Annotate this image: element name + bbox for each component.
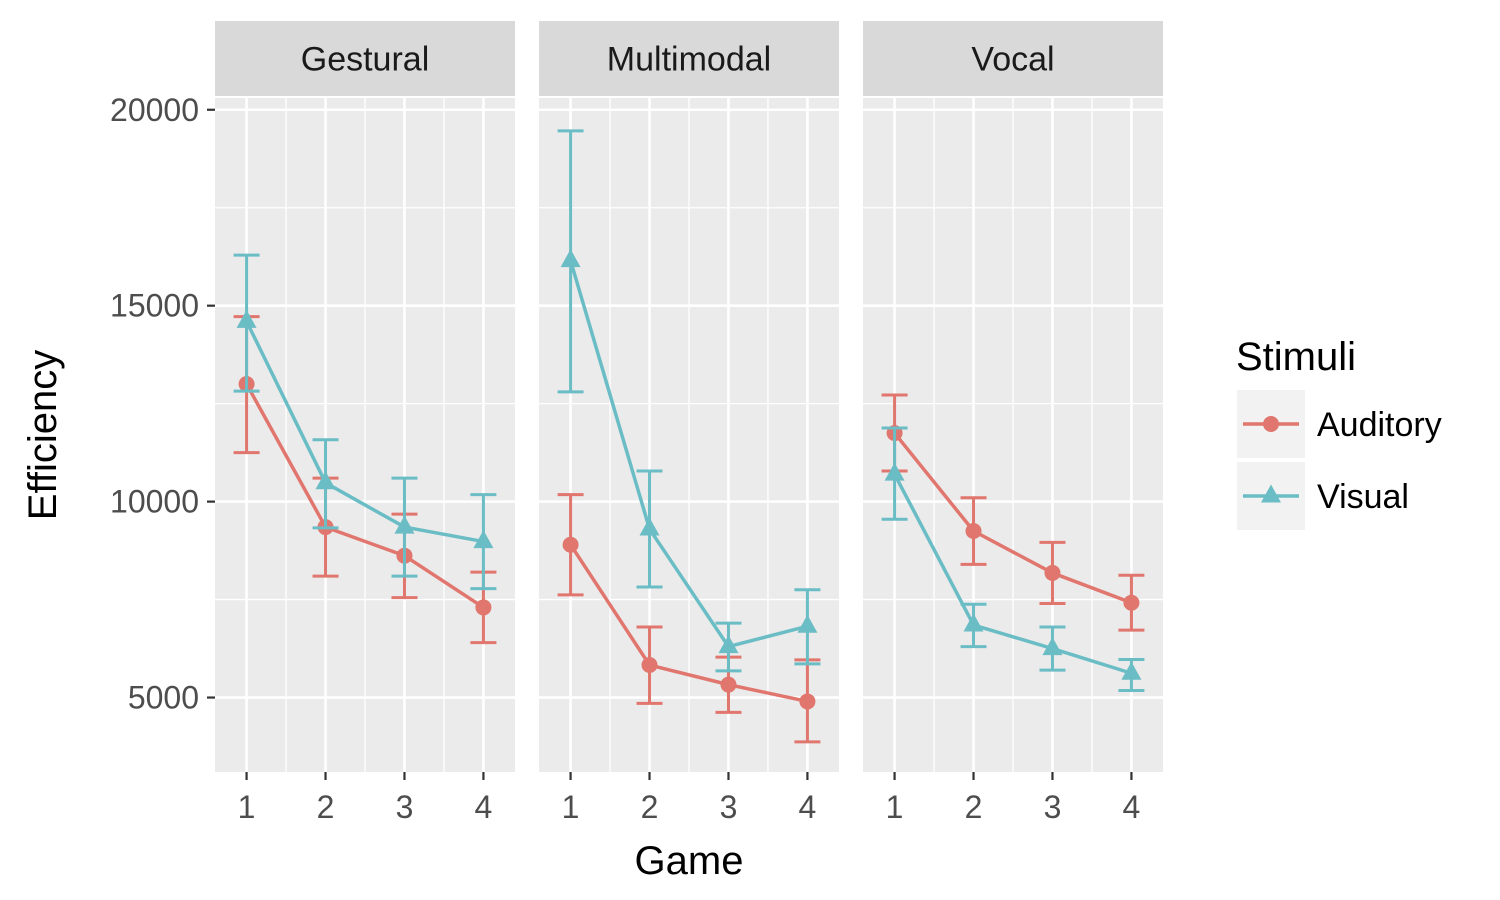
data-point: [1121, 661, 1142, 680]
x-tick-label: 1: [886, 789, 904, 825]
series-line: [245, 383, 485, 609]
facet-strip: [215, 21, 515, 96]
y-tick-label: 20000: [110, 92, 199, 128]
facet-strip: [863, 21, 1163, 96]
data-point: [315, 471, 336, 490]
data-point: [965, 523, 982, 540]
x-tick-label: 4: [799, 789, 817, 825]
x-tick-label: 4: [475, 789, 493, 825]
y-tick-label: 15000: [110, 288, 199, 324]
data-point: [718, 635, 739, 654]
y-tick-label: 10000: [110, 484, 199, 520]
series-line: [569, 543, 808, 704]
legend-label: Visual: [1317, 478, 1409, 516]
x-tick-label: 1: [238, 789, 256, 825]
x-tick-label: 2: [317, 789, 335, 825]
data-point: [475, 599, 492, 616]
x-tick-label: 2: [641, 789, 659, 825]
data-point: [1042, 637, 1063, 656]
legend-label: Auditory: [1317, 406, 1442, 444]
data-point: [720, 676, 737, 693]
data-point: [797, 614, 818, 633]
data-point: [963, 613, 984, 632]
panel-vocal: Vocal 1 2 3 4: [863, 21, 1163, 825]
data-point: [394, 515, 415, 534]
x-tick-label: 3: [396, 789, 414, 825]
data-point: [639, 517, 660, 536]
series-auditory: [557, 493, 821, 744]
y-tick-label: 5000: [128, 680, 199, 716]
panel-gestural: Gestural 1 2 3 4: [215, 21, 515, 825]
series-visual: [557, 129, 821, 673]
data-point: [562, 536, 579, 553]
series-line: [245, 320, 484, 544]
data-point: [884, 462, 905, 481]
legend: Stimuli Auditory Visual: [1236, 335, 1442, 530]
data-point: [473, 530, 494, 549]
data-point: [1123, 594, 1140, 611]
x-tick-label: 3: [1044, 789, 1062, 825]
series-visual: [881, 426, 1145, 692]
facet-strip-label: Gestural: [301, 41, 430, 79]
series-line: [893, 473, 1132, 675]
y-axis-title: Efficiency: [21, 350, 65, 520]
data-point: [560, 249, 581, 268]
facet-strip-label: Vocal: [971, 41, 1054, 79]
data-point: [236, 309, 257, 328]
facet-strip: [539, 21, 839, 96]
x-tick-label: 3: [720, 789, 738, 825]
panel-multimodal: Multimodal 1 2 3 4: [539, 21, 839, 825]
x-axis-title: Game: [635, 839, 744, 883]
x-tick-label: 4: [1123, 789, 1141, 825]
legend-key-marker: [1263, 416, 1279, 432]
x-tick-label: 1: [562, 789, 580, 825]
data-point: [1044, 564, 1061, 581]
y-axis: 5000 10000 15000 20000: [110, 92, 215, 716]
panels-layer: Gestural 1 2 3 4 Multimodal 1 2 3 4 Vocal 1 2 3 4: [215, 21, 1163, 825]
x-tick-label: 2: [965, 789, 983, 825]
series-line: [893, 431, 1133, 605]
series-visual: [233, 253, 497, 591]
series-line: [568, 260, 808, 649]
legend-item-auditory: Auditory: [1237, 390, 1442, 458]
data-point: [641, 657, 658, 674]
legend-key-marker: [1261, 484, 1281, 503]
facet-strip-label: Multimodal: [607, 41, 771, 79]
legend-item-visual: Visual: [1237, 462, 1409, 530]
data-point: [799, 693, 816, 710]
legend-title: Stimuli: [1236, 335, 1356, 379]
